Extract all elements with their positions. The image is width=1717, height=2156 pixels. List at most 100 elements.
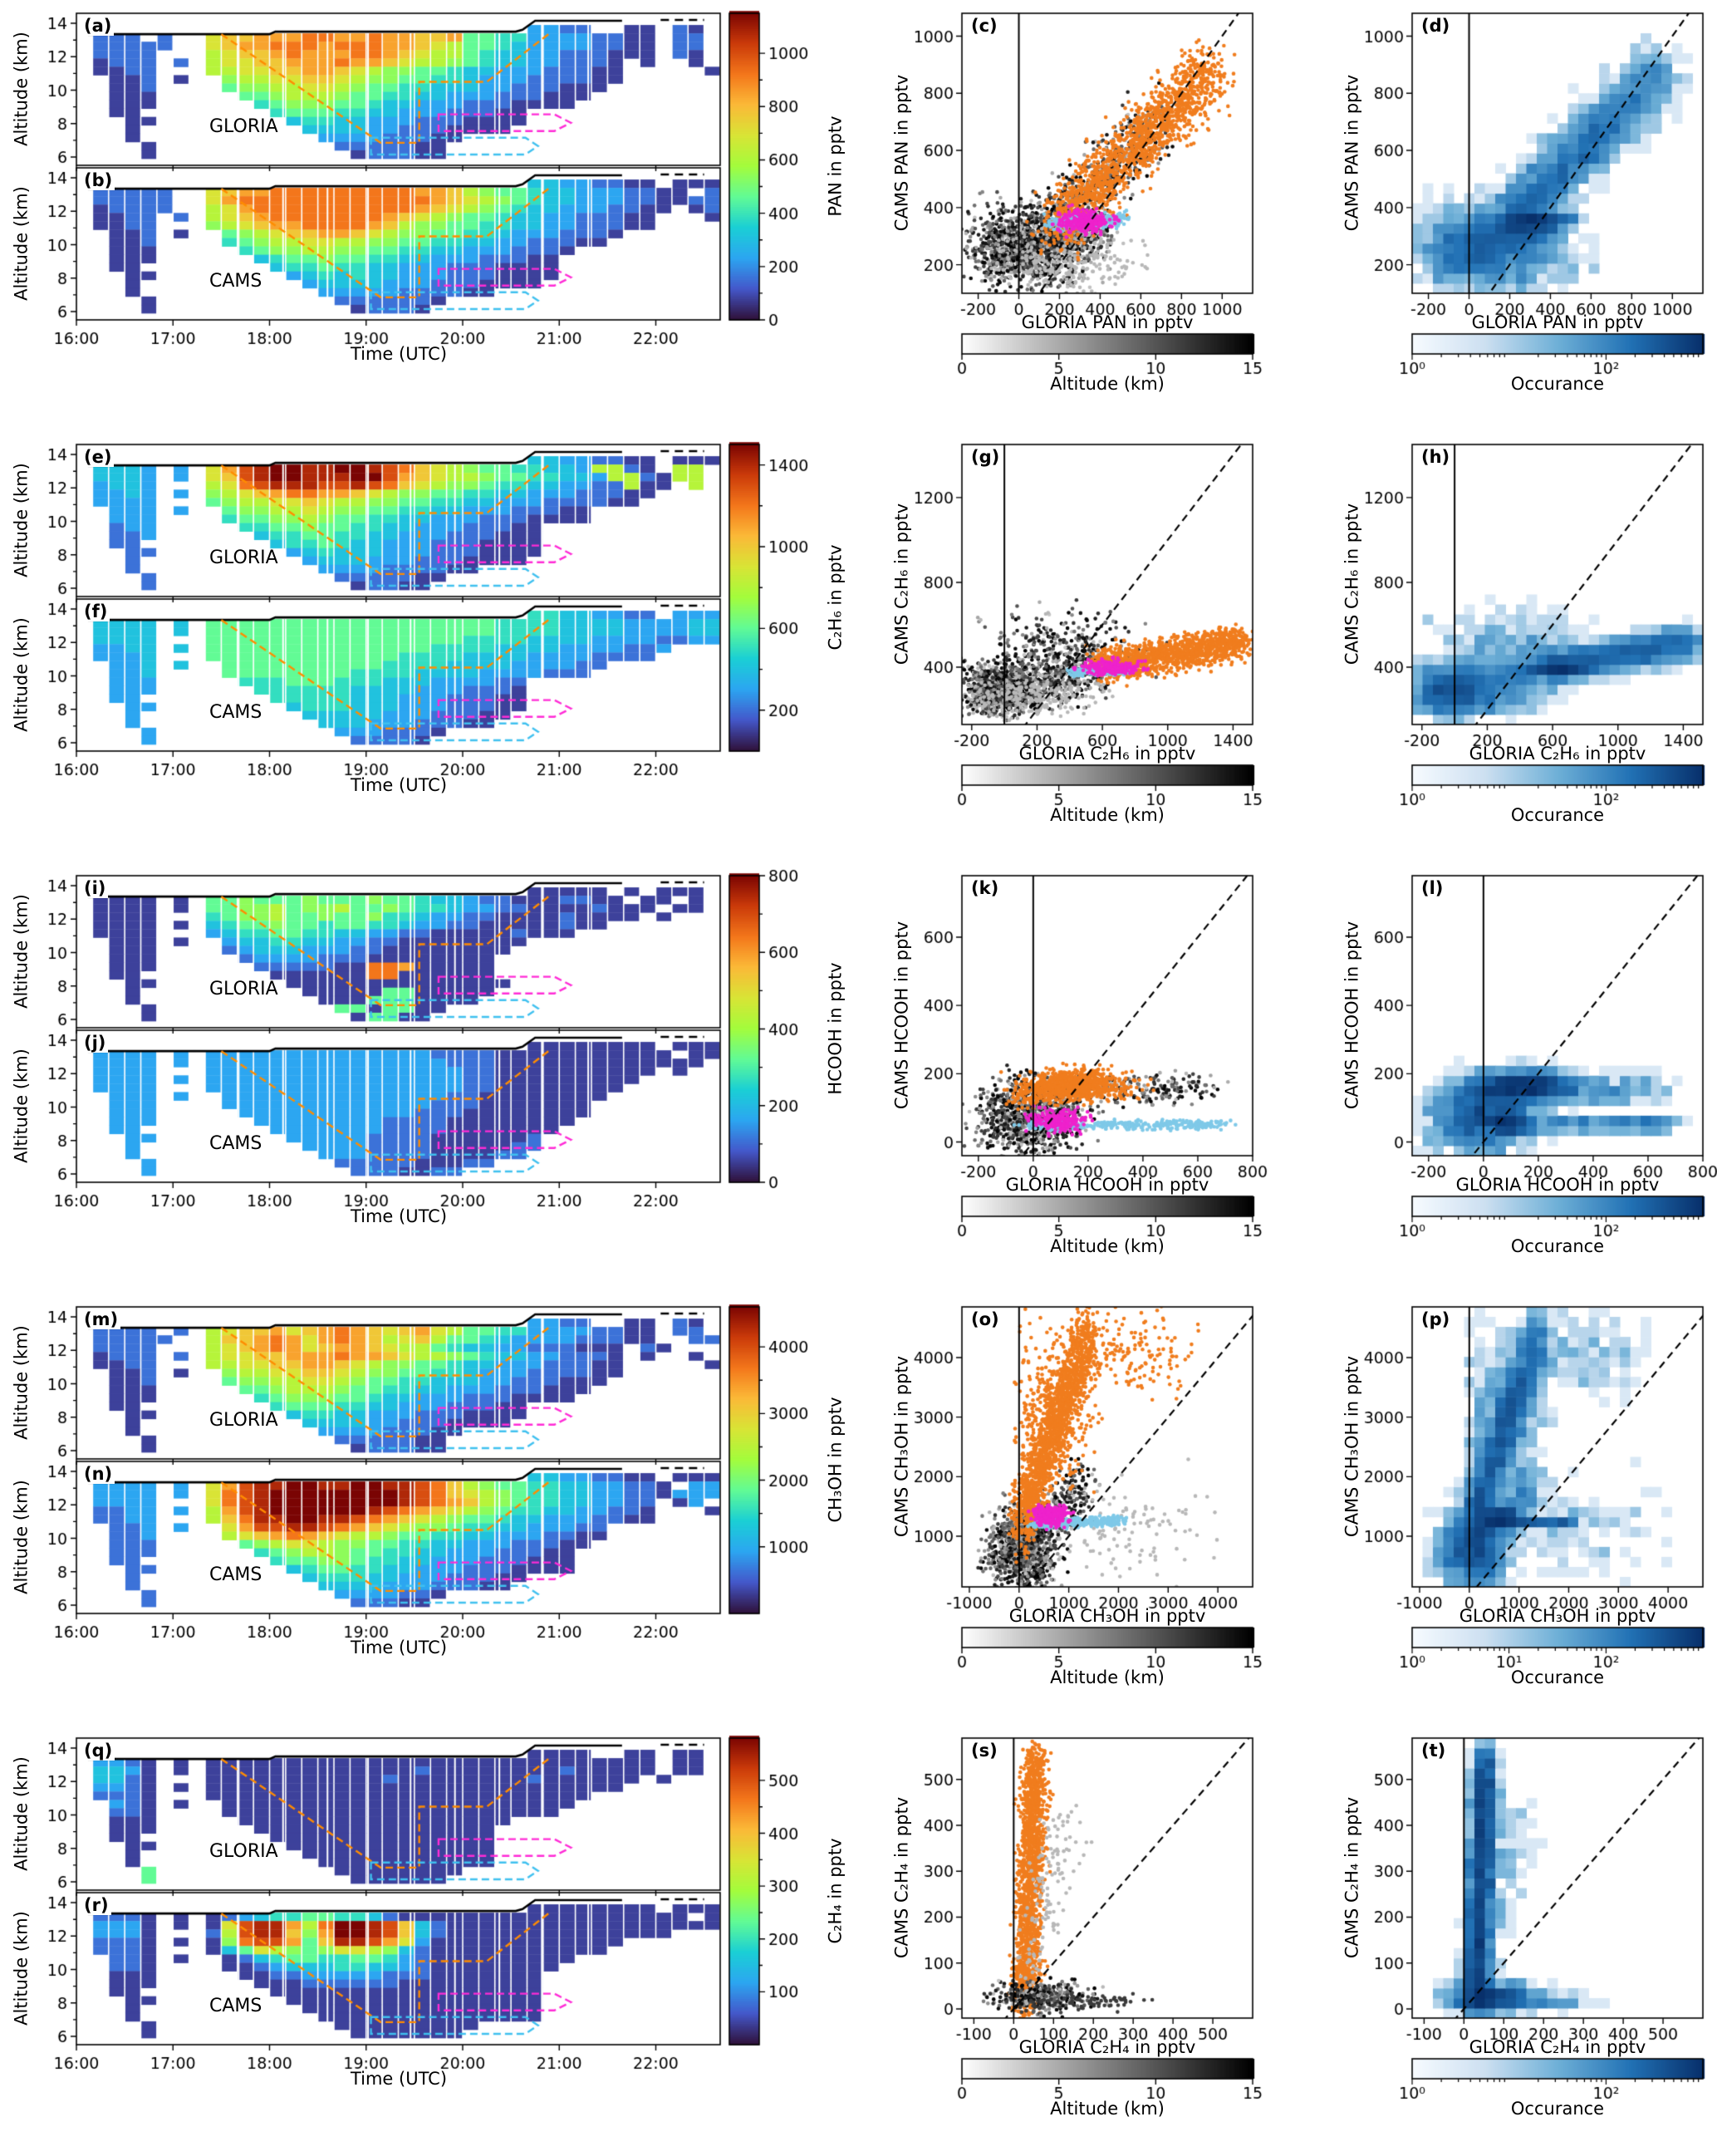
altitude-bar-label: Altitude (km) (1050, 1236, 1165, 1256)
panel-t-histogram (1412, 1738, 1703, 2018)
cams-label: CAMS (209, 702, 262, 723)
row-CH3OH: (m) (n) GLORIA CAMS Altitude (km) Altitu… (0, 1294, 1717, 1725)
occurrence-bar-label: Occurance (1510, 1236, 1605, 1256)
panel-h-histogram (1412, 444, 1703, 724)
altitude-colorbar (962, 765, 1253, 785)
row-C2H6: (e) (f) GLORIA CAMS Altitude (km) Altitu… (0, 431, 1717, 862)
species-colorbar-label: PAN in pptv (825, 115, 846, 217)
panel-q-curtain-gloria (76, 1738, 720, 1890)
panel-letter-bottom: (r) (81, 1896, 111, 1915)
hist-xlabel: GLORIA C₂H₄ in pptv (1469, 2037, 1646, 2057)
gloria-label: GLORIA (209, 1410, 278, 1431)
species-colorbar-label: C₂H₄ in pptv (825, 1838, 846, 1944)
cams-label: CAMS (209, 1133, 262, 1154)
panel-a-curtain-gloria (76, 13, 720, 165)
scatter-ylabel: CAMS PAN in pptv (891, 74, 912, 232)
scatter-ylabel: CAMS CH₃OH in pptv (891, 1355, 912, 1538)
panel-i-curtain-gloria (76, 876, 720, 1028)
scatter-letter: (s) (969, 1741, 1000, 1761)
panel-k-scatter (962, 876, 1253, 1156)
cams-label: CAMS (209, 271, 262, 292)
occurrence-bar-label: Occurance (1510, 1667, 1605, 1687)
panel-f-curtain-cams (76, 599, 720, 751)
species-colorbar (729, 1307, 759, 1613)
occurrence-colorbar (1412, 1196, 1703, 1216)
row-PAN: (a) (b) GLORIA CAMS Altitude (km) Altitu… (0, 0, 1717, 431)
panel-letter-bottom: (b) (81, 171, 115, 190)
scatter-xlabel: GLORIA HCOOH in pptv (1005, 1175, 1209, 1195)
row-HCOOH: (i) (j) GLORIA CAMS Altitude (km) Altitu… (0, 862, 1717, 1294)
hist-ylabel: CAMS HCOOH in pptv (1342, 921, 1362, 1110)
gloria-label: GLORIA (209, 548, 278, 568)
panel-c-scatter (962, 13, 1253, 293)
altitude-bar-label: Altitude (km) (1050, 2099, 1165, 2119)
hist-ylabel: CAMS C₂H₆ in pptv (1342, 503, 1362, 665)
hist-letter: (t) (1419, 1741, 1449, 1761)
panel-letter-top: (q) (81, 1741, 115, 1761)
occurrence-bar-label: Occurance (1510, 805, 1605, 825)
altitude-axis-label-top: Altitude (km) (11, 894, 32, 1009)
cams-label: CAMS (209, 1564, 262, 1585)
species-colorbar (729, 876, 759, 1182)
altitude-axis-label-top: Altitude (km) (11, 463, 32, 577)
occurrence-colorbar (1412, 2059, 1703, 2079)
hist-xlabel: GLORIA CH₃OH in pptv (1459, 1606, 1656, 1626)
panel-letter-top: (i) (81, 879, 109, 898)
altitude-axis-label-bottom: Altitude (km) (11, 186, 32, 301)
gloria-label: GLORIA (209, 979, 278, 999)
hist-letter: (h) (1419, 448, 1453, 467)
gloria-label: GLORIA (209, 1841, 278, 1862)
scatter-letter: (c) (969, 17, 1000, 36)
occurrence-bar-label: Occurance (1510, 374, 1605, 394)
altitude-axis-label-top: Altitude (km) (11, 32, 32, 146)
scatter-ylabel: CAMS C₂H₆ in pptv (891, 503, 912, 665)
hist-xlabel: GLORIA HCOOH in pptv (1455, 1175, 1660, 1195)
species-colorbar-label: HCOOH in pptv (825, 962, 846, 1095)
hist-xlabel: GLORIA PAN in pptv (1471, 312, 1644, 332)
time-axis-label: Time (UTC) (350, 775, 448, 795)
scatter-letter: (o) (969, 1310, 1002, 1329)
hist-letter: (p) (1419, 1310, 1453, 1329)
scatter-xlabel: GLORIA C₂H₄ in pptv (1018, 2037, 1196, 2057)
altitude-axis-label-bottom: Altitude (km) (11, 1480, 32, 1594)
row-canvas (0, 862, 1717, 1294)
altitude-colorbar (962, 1628, 1253, 1648)
panel-letter-top: (a) (81, 17, 115, 36)
altitude-colorbar (962, 1196, 1253, 1216)
panel-s-scatter (962, 1738, 1253, 2018)
panel-j-curtain-cams (76, 1030, 720, 1182)
hist-ylabel: CAMS C₂H₄ in pptv (1342, 1796, 1362, 1959)
hist-ylabel: CAMS PAN in pptv (1342, 74, 1362, 232)
panel-letter-top: (m) (81, 1310, 121, 1329)
scatter-letter: (k) (969, 879, 1002, 898)
panel-e-curtain-gloria (76, 444, 720, 597)
panel-letter-top: (e) (81, 448, 115, 467)
altitude-colorbar (962, 334, 1253, 354)
occurrence-bar-label: Occurance (1510, 2099, 1605, 2119)
panel-letter-bottom: (n) (81, 1465, 115, 1484)
altitude-axis-label-top: Altitude (km) (11, 1325, 32, 1440)
panel-m-curtain-gloria (76, 1307, 720, 1459)
species-colorbar (729, 444, 759, 751)
occurrence-colorbar (1412, 765, 1703, 785)
hist-letter: (d) (1419, 17, 1453, 36)
panel-l-histogram (1412, 876, 1703, 1156)
scatter-ylabel: CAMS C₂H₄ in pptv (891, 1796, 912, 1959)
altitude-bar-label: Altitude (km) (1050, 374, 1165, 394)
panel-o-scatter (962, 1307, 1253, 1587)
row-C2H4: (q) (r) GLORIA CAMS Altitude (km) Altitu… (0, 1725, 1717, 2156)
time-axis-label: Time (UTC) (350, 2069, 448, 2089)
row-canvas (0, 1294, 1717, 1725)
time-axis-label: Time (UTC) (350, 1638, 448, 1658)
occurrence-colorbar (1412, 334, 1703, 354)
scatter-xlabel: GLORIA CH₃OH in pptv (1008, 1606, 1206, 1626)
row-canvas (0, 431, 1717, 862)
panel-g-scatter (962, 444, 1253, 724)
species-colorbar (729, 13, 759, 320)
species-colorbar (729, 1738, 759, 2045)
row-canvas (0, 0, 1717, 431)
time-axis-label: Time (UTC) (350, 344, 448, 364)
altitude-axis-label-top: Altitude (km) (11, 1756, 32, 1871)
panel-d-histogram (1412, 13, 1703, 293)
